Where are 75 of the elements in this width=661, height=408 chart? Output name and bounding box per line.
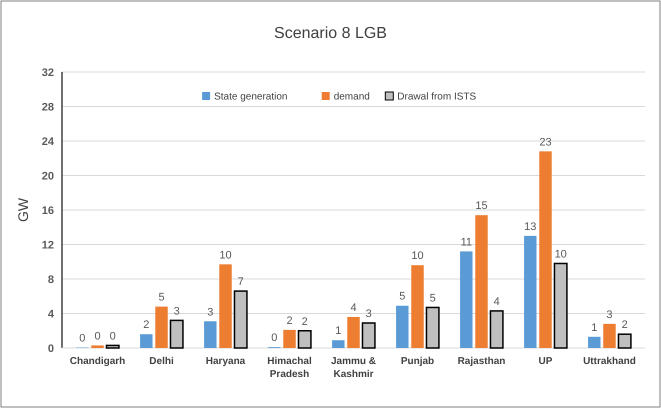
data-label: 2: [143, 319, 150, 332]
x-tick-label: Himachal Pradesh: [267, 356, 312, 380]
bar: [106, 344, 120, 349]
x-tick-label: Chandigarh: [70, 356, 126, 367]
bar: [396, 306, 409, 348]
y-axis-title: GW: [15, 197, 31, 222]
x-tick-label: Uttrakhand: [583, 356, 636, 367]
bar: [524, 236, 537, 348]
data-label: 4: [494, 296, 500, 308]
data-label: 3: [366, 308, 372, 320]
chart-title: Scenario 8 LGB: [274, 25, 387, 42]
bar: [603, 324, 616, 348]
data-label: 0: [94, 330, 101, 342]
data-label: 5: [399, 290, 406, 303]
bar: [347, 316, 360, 348]
y-tick-label: 16: [42, 204, 54, 217]
y-tick-label: 24: [42, 136, 55, 148]
bar: [204, 321, 217, 348]
data-label: 15: [475, 200, 488, 212]
data-label: 0: [79, 332, 86, 345]
legend-label: State generation: [214, 92, 288, 102]
y-tick-label: 0: [48, 342, 54, 355]
data-label: 2: [302, 316, 308, 328]
y-tick-label: 8: [48, 274, 54, 286]
legend-label: Drawal from ISTS: [397, 92, 477, 102]
data-label: 3: [174, 305, 180, 318]
x-tick-label: Jammu & Kashmir: [330, 356, 376, 380]
data-label: 10: [554, 248, 567, 260]
bar: [155, 306, 168, 348]
y-tick-label: 32: [42, 66, 54, 79]
bar: [234, 290, 248, 349]
x-tick-label: Haryana: [206, 356, 246, 367]
bar: [283, 330, 296, 348]
bar: [460, 251, 473, 348]
data-label: 7: [238, 276, 244, 288]
bar: [588, 336, 601, 348]
y-tick-label: 20: [42, 170, 54, 182]
legend-label: demand: [334, 92, 370, 102]
data-label: 2: [286, 314, 293, 327]
data-label: 5: [430, 292, 436, 304]
y-tick-label: 28: [42, 101, 54, 114]
data-label: 10: [411, 250, 424, 262]
x-tick-label: Rajasthan: [458, 356, 506, 367]
bar: [298, 330, 312, 349]
bar: [411, 265, 424, 348]
data-label: 10: [219, 249, 232, 262]
data-label: 23: [539, 136, 552, 148]
data-label: 0: [271, 332, 278, 344]
bar: [426, 306, 440, 349]
bar: [554, 262, 568, 349]
data-label: 3: [606, 308, 613, 321]
bar: [140, 334, 153, 348]
bar: [170, 320, 184, 349]
bar: [362, 322, 376, 349]
bar: [91, 345, 104, 348]
bar: [332, 340, 345, 348]
x-tick-label: Punjab: [400, 356, 434, 367]
data-label: 0: [110, 330, 116, 342]
data-label: 5: [158, 292, 165, 304]
y-tick-label: 12: [42, 239, 54, 252]
x-tick-label: Delhi: [149, 356, 174, 367]
data-label: 2: [622, 319, 628, 332]
data-label: 4: [350, 302, 357, 314]
y-tick-label: 4: [48, 308, 55, 320]
x-tick-label: UP: [538, 356, 553, 367]
data-label: 13: [524, 220, 536, 233]
bar: [475, 215, 488, 348]
bar: [539, 151, 552, 348]
bar: [219, 264, 232, 348]
bar: [490, 310, 504, 349]
data-label: 11: [460, 236, 472, 248]
data-label: 3: [207, 306, 214, 318]
data-label: 1: [591, 322, 598, 334]
data-label: 1: [335, 325, 342, 338]
bar: [618, 333, 632, 349]
